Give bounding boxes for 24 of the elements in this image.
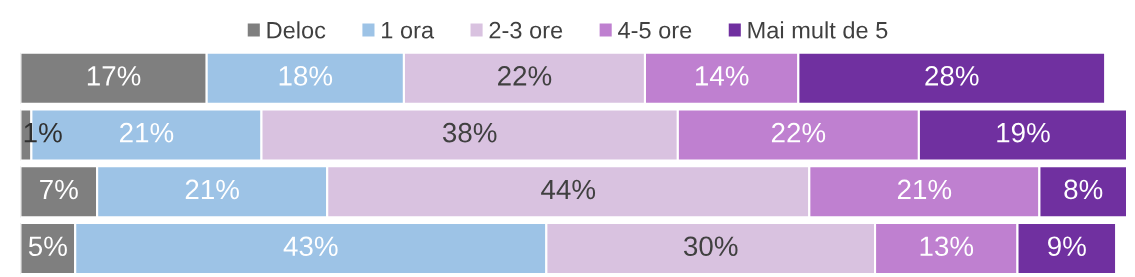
data-label: 28% bbox=[925, 66, 979, 86]
data-label: 5% bbox=[28, 236, 67, 257]
data-label: 30% bbox=[683, 236, 738, 257]
data-label: 21% bbox=[897, 179, 952, 200]
data-label: 22% bbox=[498, 66, 552, 86]
data-label: 14% bbox=[695, 66, 749, 86]
data-label: 38% bbox=[442, 122, 497, 143]
data-label: 44% bbox=[541, 179, 596, 200]
legend-label: 1 ora bbox=[382, 22, 435, 39]
data-label: 19% bbox=[997, 122, 1050, 143]
data-label: 7% bbox=[40, 179, 78, 200]
legend-label: Mai mult de 5 bbox=[748, 21, 888, 39]
data-label: 22% bbox=[771, 122, 826, 143]
legend-label: 4-5 ore bbox=[618, 22, 692, 39]
data-label: 18% bbox=[279, 66, 333, 86]
data-label: 9% bbox=[1048, 236, 1086, 257]
data-label: 21% bbox=[185, 179, 239, 200]
legend-label: 2-3 ore bbox=[489, 21, 563, 39]
data-label: 17% bbox=[87, 66, 141, 86]
legend-label: Deloc bbox=[267, 21, 326, 39]
data-label: 43% bbox=[283, 236, 338, 257]
data-label: 21% bbox=[120, 122, 174, 143]
data-label: 8% bbox=[1064, 179, 1103, 200]
data-label: 13% bbox=[920, 236, 974, 257]
